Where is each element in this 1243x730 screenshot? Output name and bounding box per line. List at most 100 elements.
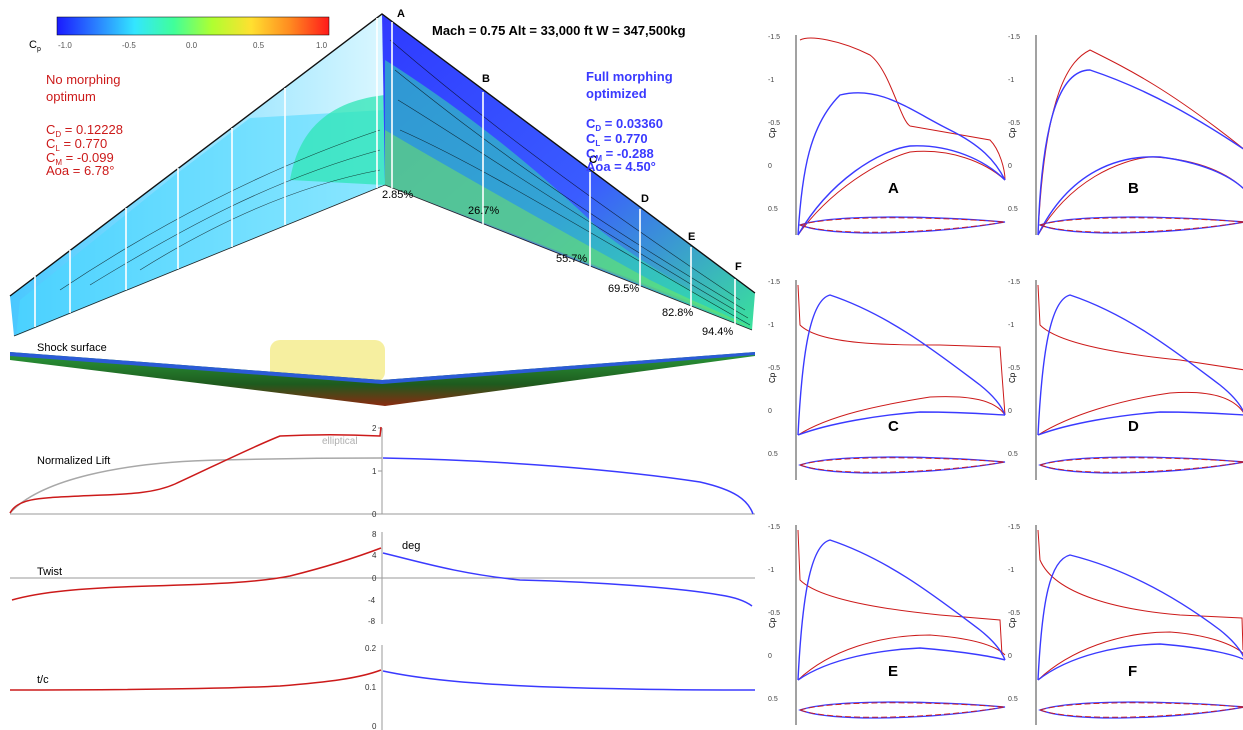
tc-tick: 0 [372, 722, 377, 730]
lift-tick: 0 [372, 510, 377, 519]
station-span-f: 94.4% [702, 326, 733, 338]
lift-tick: 1 [372, 467, 377, 476]
cp-morphing-lower [1037, 643, 1243, 681]
full-morphing-title: Full morphing [586, 69, 673, 84]
lift-no-morphing-curve [9, 426, 382, 514]
colorbar-tick: -0.5 [122, 41, 136, 50]
tc-plot-label: t/c [37, 674, 49, 686]
section-plot-f: -1.5 -1 -0.5 0 0.5 Cp F [1008, 524, 1243, 725]
section-tick: 0 [768, 163, 772, 170]
section-axis-label: Cp [768, 127, 777, 138]
cp-no-morphing-lower [1037, 631, 1243, 681]
airfoil-no-morphing [1038, 702, 1243, 718]
section-letter: C [888, 418, 899, 435]
lift-tick: 2 [372, 424, 377, 433]
twist-tick: -4 [368, 596, 376, 605]
station-span-labels: 2.85% 26.7% 55.7% 69.5% 82.8% 94.4% [382, 189, 733, 338]
colorbar-label: Cp [29, 39, 41, 53]
wing-left-suction-region [290, 95, 385, 185]
flight-condition: Mach = 0.75 Alt = 33,000 ft W = 347,500k… [432, 23, 686, 38]
section-axis-label: Cp [1008, 127, 1017, 138]
colorbar-tick: 0.0 [186, 41, 198, 50]
airfoil-no-morphing [798, 217, 1006, 233]
section-tick: -1.5 [1008, 279, 1020, 286]
tc-plot: 0.2 0.1 0 t/c [9, 644, 756, 730]
section-tick: -1.5 [1008, 34, 1020, 41]
section-axis-label: Cp [768, 617, 777, 628]
section-letter: D [1128, 418, 1139, 435]
no-morphing-cl: CL = 0.770 [46, 136, 107, 153]
section-tick: 0.5 [768, 696, 778, 703]
section-tick: 0.5 [768, 206, 778, 213]
no-morphing-subtitle: optimum [46, 89, 96, 104]
section-axis-label: Cp [1008, 617, 1017, 628]
tc-morphing-curve [382, 670, 756, 691]
station-span-b: 26.7% [468, 205, 499, 217]
station-labels: A B C D E F [397, 8, 742, 273]
cp-no-morphing-lower [1037, 391, 1243, 436]
section-letter: E [888, 663, 898, 680]
cp-morphing-upper [1037, 554, 1243, 681]
no-morphing-aoa: Aoa = 6.78° [46, 163, 114, 178]
wing-leading-edge [9, 13, 756, 297]
section-tick: -0.5 [1008, 610, 1020, 617]
section-plot-a: -1.5 -1 -0.5 0 0.5 Cp A [768, 34, 1006, 236]
section-tick: -1 [768, 77, 774, 84]
section-plots: -1.5-1-0.500.5CpA-1.5-1-0.500.5CpB-1.5-1… [768, 34, 1243, 725]
airfoil-morphing [1038, 456, 1243, 474]
wing-left-lower [16, 110, 385, 336]
section-tick: -0.5 [768, 365, 780, 372]
section-tick: -1 [1008, 322, 1014, 329]
wing-pressure-contour [9, 13, 756, 337]
shock-surface-label: Shock surface [37, 342, 107, 354]
twist-no-morphing-curve [11, 547, 382, 601]
airfoil-morphing [798, 456, 1006, 474]
section-tick: 0 [768, 408, 772, 415]
lift-plot-label: Normalized Lift [37, 455, 110, 467]
airfoil-morphing [1038, 216, 1243, 234]
wing-right-surface [382, 14, 755, 330]
station-letter-a: A [397, 8, 405, 20]
section-tick: -0.5 [768, 120, 780, 127]
airfoil-morphing [798, 216, 1006, 234]
section-tick: -1 [768, 567, 774, 574]
section-tick: 0.5 [1008, 451, 1018, 458]
station-letter-e: E [688, 231, 695, 243]
cp-no-morphing-upper [1037, 284, 1243, 371]
colorbar-gradient [56, 16, 330, 36]
twist-tick: 0 [372, 574, 377, 583]
section-tick: 0 [1008, 653, 1012, 660]
section-tick: 0.5 [768, 451, 778, 458]
section-tick: 0 [1008, 163, 1012, 170]
wing-trailing-edge [13, 184, 753, 337]
full-morphing-cd: CD = 0.03360 [586, 116, 663, 133]
section-plot-d: -1.5 -1 -0.5 0 0.5 Cp D [1008, 279, 1243, 480]
lift-elliptical-label: elliptical [322, 436, 358, 447]
lift-morphing-curve [382, 457, 754, 515]
twist-tick: 4 [372, 551, 377, 560]
section-tick: -1.5 [768, 34, 780, 41]
section-tick: -1.5 [1008, 524, 1020, 531]
station-span-e: 82.8% [662, 307, 693, 319]
section-tick: -0.5 [768, 610, 780, 617]
shock-wing-front-view [10, 352, 755, 406]
section-tick: 0.5 [1008, 696, 1018, 703]
station-span-c: 55.7% [556, 253, 587, 265]
cp-no-morphing-upper [1037, 529, 1243, 651]
section-letter: A [888, 180, 899, 197]
section-tick: 0 [768, 653, 772, 660]
twist-unit-label: deg [402, 540, 420, 552]
full-morphing-annotation: Full morphing optimized CD = 0.03360 CL … [586, 69, 673, 174]
no-morphing-annotation: No morphing optimum CD = 0.12228 CL = 0.… [46, 72, 123, 178]
cp-no-morphing-lower [797, 150, 1006, 236]
station-letter-c: C [589, 154, 597, 166]
cp-morphing-lower [797, 145, 1006, 236]
section-letter: B [1128, 180, 1139, 197]
tc-tick: 0.1 [365, 683, 377, 692]
twist-tick: -8 [368, 617, 376, 626]
twist-plot: 8 4 0 -4 -8 Twist deg [10, 530, 755, 626]
full-morphing-cm: CM = -0.288 [586, 146, 654, 163]
airfoil-morphing [798, 701, 1006, 719]
cp-morphing-upper [797, 294, 1006, 436]
